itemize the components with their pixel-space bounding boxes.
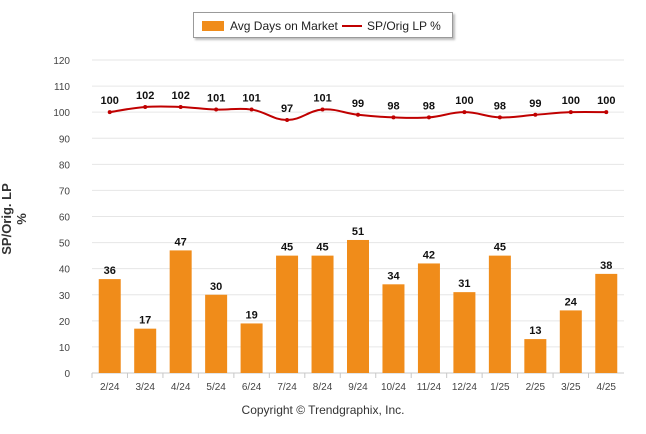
- x-tick-label: 11/24: [417, 382, 442, 393]
- x-tick-label: 10/24: [381, 382, 406, 393]
- bar: [98, 279, 121, 373]
- bar-data-label: 31: [458, 278, 470, 290]
- legend-bar-label: Avg Days on Market: [230, 19, 338, 33]
- line-data-label: 100: [597, 95, 615, 107]
- line-point: [533, 112, 538, 117]
- x-tick-label: 3/25: [561, 382, 581, 393]
- line-data-label: 98: [387, 100, 399, 112]
- bar: [417, 263, 440, 373]
- line-data-label: 100: [455, 95, 473, 107]
- bar-data-label: 13: [529, 325, 541, 337]
- bar-data-label: 19: [245, 309, 257, 321]
- y-tick-label: 110: [54, 82, 70, 93]
- line-data-label: 101: [242, 93, 260, 105]
- x-tick-label: 12/24: [452, 382, 477, 393]
- bar: [276, 255, 299, 373]
- line-point: [497, 115, 502, 120]
- bar-data-label: 34: [387, 270, 400, 282]
- legend-bar-swatch: [202, 21, 224, 31]
- y-tick-label: 60: [59, 213, 71, 224]
- y-tick-label: 120: [53, 56, 70, 67]
- y-tick-label: 0: [64, 369, 70, 380]
- y-tick-label: 100: [53, 108, 70, 119]
- x-tick-label: 5/24: [206, 382, 226, 393]
- line-point: [285, 117, 290, 122]
- y-tick-label: 20: [59, 317, 71, 328]
- legend-item-sp-orig-lp[interactable]: SP/Orig LP %: [342, 19, 441, 33]
- line-point: [604, 110, 609, 115]
- line-point: [143, 104, 148, 109]
- bar: [595, 273, 618, 373]
- bar-data-label: 24: [565, 296, 578, 308]
- bar: [311, 255, 334, 373]
- y-tick-label: 90: [59, 134, 71, 145]
- line-point: [462, 110, 467, 115]
- x-tick-label: 3/24: [135, 382, 155, 393]
- line-data-label: 101: [313, 93, 331, 105]
- bar: [559, 310, 582, 373]
- line-data-label: 102: [171, 90, 189, 102]
- bar: [169, 250, 192, 373]
- x-tick-label: 2/24: [100, 382, 120, 393]
- y-tick-label: 70: [59, 186, 71, 197]
- line-data-label: 98: [494, 100, 506, 112]
- legend-item-days-on-market[interactable]: Avg Days on Market: [202, 19, 338, 33]
- line-data-label: 97: [281, 103, 293, 115]
- line-point: [249, 107, 254, 112]
- legend-line-swatch: [342, 25, 362, 27]
- line-point: [214, 107, 219, 112]
- x-tick-label: 8/24: [313, 382, 333, 393]
- x-tick-label: 7/24: [277, 382, 297, 393]
- copyright-text: Copyright © Trendgraphix, Inc.: [241, 403, 405, 417]
- line-data-label: 102: [136, 90, 154, 102]
- x-tick-label: 1/25: [490, 382, 510, 393]
- legend-line-label: SP/Orig LP %: [367, 19, 441, 33]
- bar: [524, 339, 547, 373]
- bar-data-label: 51: [352, 226, 364, 238]
- bar: [240, 323, 263, 373]
- bar-data-label: 36: [104, 265, 116, 277]
- line-point: [320, 107, 325, 112]
- bar: [134, 328, 157, 373]
- bar-data-label: 45: [316, 242, 328, 254]
- bar: [205, 294, 228, 373]
- y-tick-label: 40: [59, 265, 71, 276]
- x-tick-label: 9/24: [348, 382, 368, 393]
- bar-data-label: 38: [600, 260, 612, 272]
- line-data-label: 101: [207, 93, 225, 105]
- bar: [347, 239, 369, 373]
- x-tick-label: 2/25: [526, 382, 546, 393]
- x-tick-label: 6/24: [242, 382, 262, 393]
- line-point: [107, 110, 112, 115]
- bar-data-label: 45: [494, 242, 506, 254]
- line-data-label: 100: [101, 95, 119, 107]
- line-point: [568, 110, 573, 115]
- x-tick-label: 4/24: [171, 382, 191, 393]
- y-tick-label: 50: [59, 239, 71, 250]
- bar: [382, 284, 405, 373]
- line-data-label: 99: [352, 98, 364, 110]
- bar: [453, 292, 476, 373]
- bar: [488, 255, 511, 373]
- bar-data-label: 45: [281, 242, 293, 254]
- bar-data-label: 42: [423, 249, 435, 261]
- line-point: [391, 115, 396, 120]
- bar-data-label: 30: [210, 281, 222, 293]
- y-axis-title: SP/Orig. LP %: [0, 183, 29, 255]
- line-point: [426, 115, 431, 120]
- x-tick-label: 4/25: [597, 382, 617, 393]
- line-data-label: 100: [562, 95, 580, 107]
- legend: Avg Days on Market SP/Orig LP %: [193, 12, 453, 38]
- line-data-label: 99: [529, 98, 541, 110]
- y-tick-label: 30: [59, 291, 71, 302]
- y-tick-label: 10: [59, 343, 71, 354]
- line-point: [178, 104, 183, 109]
- bar-data-label: 47: [175, 236, 187, 248]
- y-tick-label: 80: [59, 160, 71, 171]
- line-point: [356, 112, 360, 117]
- bar-data-label: 17: [139, 315, 151, 327]
- line-data-label: 98: [423, 100, 435, 112]
